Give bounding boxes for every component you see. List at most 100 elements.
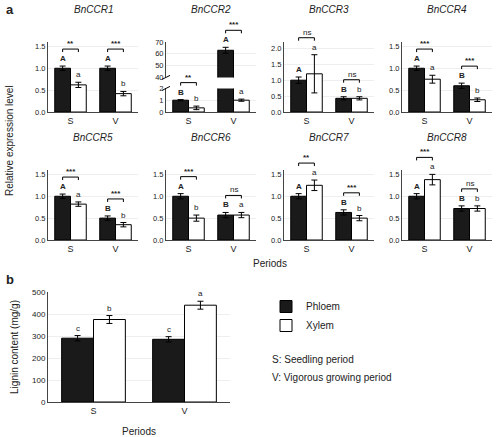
svg-text:V: V — [348, 244, 354, 254]
svg-text:A: A — [414, 54, 420, 63]
svg-text:V: V — [112, 244, 118, 254]
svg-text:0.0: 0.0 — [153, 236, 163, 245]
svg-text:0.5: 0.5 — [271, 214, 281, 223]
svg-text:S: S — [421, 244, 427, 254]
svg-text:2.0: 2.0 — [271, 44, 281, 53]
svg-text:1.5: 1.5 — [35, 170, 45, 179]
svg-text:A: A — [105, 54, 111, 63]
svg-text:0.5: 0.5 — [35, 214, 45, 223]
svg-text:B: B — [105, 204, 111, 213]
svg-text:a: a — [312, 168, 317, 177]
svg-text:**: ** — [185, 73, 192, 82]
svg-text:0.0: 0.0 — [389, 236, 399, 245]
svg-text:1.0: 1.0 — [271, 192, 281, 201]
svg-text:S: S — [90, 406, 96, 416]
svg-text:a: a — [6, 2, 14, 17]
svg-text:0.5: 0.5 — [271, 92, 281, 101]
svg-text:V: V — [466, 244, 472, 254]
svg-text:a: a — [312, 43, 317, 52]
svg-text:b: b — [475, 194, 480, 203]
svg-text:B: B — [341, 85, 347, 94]
svg-text:S: S — [67, 116, 73, 126]
svg-text:V: V — [230, 116, 236, 126]
svg-text:Phloem: Phloem — [306, 301, 340, 312]
svg-text:V: Vigorous growing period: V: Vigorous growing period — [272, 372, 392, 383]
svg-text:50: 50 — [155, 61, 163, 70]
svg-text:1.5: 1.5 — [271, 60, 281, 69]
svg-text:0.0: 0.0 — [271, 108, 281, 117]
svg-text:V: V — [230, 244, 236, 254]
svg-text:0.5: 0.5 — [35, 86, 45, 95]
svg-text:0.5: 0.5 — [153, 214, 163, 223]
svg-text:Relative expression level: Relative expression level — [4, 85, 15, 196]
svg-text:b: b — [107, 304, 112, 313]
svg-text:Lignin content (mg/g): Lignin content (mg/g) — [9, 300, 20, 394]
svg-text:100: 100 — [32, 376, 46, 385]
svg-text:b: b — [357, 204, 362, 213]
svg-text:a: a — [430, 63, 435, 72]
svg-text:A: A — [296, 65, 302, 74]
svg-text:300: 300 — [32, 332, 46, 341]
svg-text:BnCCR1: BnCCR1 — [74, 4, 113, 15]
svg-text:40: 40 — [155, 73, 163, 82]
svg-text:BnCCR4: BnCCR4 — [427, 4, 467, 15]
svg-text:V: V — [112, 116, 118, 126]
svg-text:1.0: 1.0 — [35, 192, 45, 201]
svg-text:1.0: 1.0 — [389, 64, 399, 73]
svg-text:***: *** — [420, 39, 430, 48]
svg-text:a: a — [198, 289, 203, 298]
svg-text:a: a — [239, 87, 244, 96]
svg-text:ns: ns — [230, 185, 238, 194]
svg-text:S: S — [303, 116, 309, 126]
svg-text:b: b — [6, 272, 14, 287]
svg-text:S: S — [421, 116, 427, 126]
svg-text:***: *** — [347, 183, 357, 192]
svg-text:**: ** — [303, 153, 310, 162]
svg-text:BnCCR5: BnCCR5 — [73, 132, 113, 143]
svg-text:***: *** — [420, 147, 430, 156]
svg-text:A: A — [60, 182, 66, 191]
svg-text:1.5: 1.5 — [389, 42, 399, 51]
svg-text:BnCCR8: BnCCR8 — [427, 132, 467, 143]
svg-text:S: S — [185, 244, 191, 254]
svg-text:V: V — [181, 406, 187, 416]
svg-text:***: *** — [229, 20, 239, 29]
svg-text:2: 2 — [159, 84, 163, 93]
svg-text:1.0: 1.0 — [271, 76, 281, 85]
svg-text:S: S — [185, 116, 191, 126]
svg-text:***: *** — [465, 56, 475, 65]
svg-text:1.5: 1.5 — [35, 42, 45, 51]
svg-text:BnCCR3: BnCCR3 — [309, 4, 349, 15]
svg-text:V: V — [348, 116, 354, 126]
svg-text:ns: ns — [466, 179, 474, 188]
svg-text:a: a — [76, 190, 81, 199]
svg-text:1: 1 — [159, 96, 163, 105]
svg-text:0.0: 0.0 — [35, 108, 45, 117]
svg-text:V: V — [466, 116, 472, 126]
svg-text:b: b — [475, 86, 480, 95]
svg-text:A: A — [178, 182, 184, 191]
svg-text:***: *** — [111, 39, 121, 48]
svg-text:1.0: 1.0 — [153, 192, 163, 201]
svg-text:0: 0 — [41, 398, 46, 407]
svg-text:b: b — [121, 211, 126, 220]
svg-text:a: a — [430, 162, 435, 171]
svg-text:A: A — [296, 182, 302, 191]
svg-text:ns: ns — [348, 70, 356, 79]
svg-text:b: b — [357, 85, 362, 94]
svg-text:0.0: 0.0 — [389, 108, 399, 117]
svg-text:BnCCR6: BnCCR6 — [191, 132, 231, 143]
svg-text:S: Seedling period: S: Seedling period — [272, 354, 354, 365]
svg-text:60: 60 — [155, 49, 163, 58]
svg-text:a: a — [76, 70, 81, 79]
svg-text:0.5: 0.5 — [389, 214, 399, 223]
svg-text:b: b — [121, 79, 126, 88]
svg-text:Periods: Periods — [253, 258, 287, 269]
svg-text:Xylem: Xylem — [306, 320, 334, 331]
svg-text:0.5: 0.5 — [389, 86, 399, 95]
svg-text:B: B — [459, 194, 465, 203]
svg-text:a: a — [239, 200, 244, 209]
svg-text:***: *** — [66, 167, 76, 176]
svg-text:1.0: 1.0 — [389, 192, 399, 201]
svg-text:ns: ns — [303, 28, 311, 37]
